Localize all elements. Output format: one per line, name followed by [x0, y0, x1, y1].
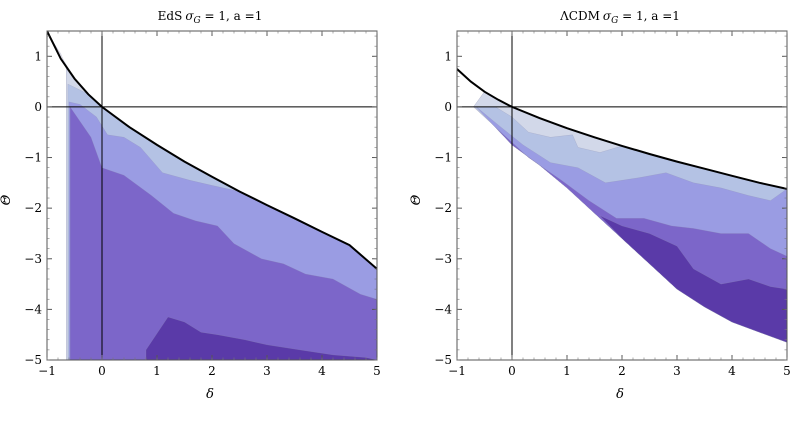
y-axis-label: Θ	[0, 194, 14, 205]
x-tick-label: −1	[448, 364, 466, 378]
x-tick-label: 0	[508, 364, 516, 378]
y-tick-label: 1	[34, 49, 42, 63]
x-tick-label: 1	[153, 364, 161, 378]
y-tick-label: −2	[434, 201, 452, 215]
x-axis-label: δ	[206, 387, 214, 402]
boundary-curve	[457, 68, 787, 190]
contour-level-6	[599, 215, 787, 343]
y-tick-label: 0	[34, 100, 42, 114]
x-tick-label: 5	[373, 364, 381, 378]
x-axis-label: δ	[616, 387, 624, 402]
x-tick-label: −1	[38, 364, 56, 378]
y-tick-label: 0	[444, 100, 452, 114]
contour-regions	[473, 91, 787, 343]
contour-regions	[47, 31, 377, 360]
x-tick-label: 3	[263, 364, 271, 378]
contour-chart-lcdm: −1 0 1 2 3 4 5−5−4−3−2−101 ΛCDM σG = 1, a =1 δ …	[409, 9, 791, 402]
y-tick-label: −1	[434, 151, 452, 165]
x-tick-label: 4	[318, 364, 326, 378]
y-tick-label: −5	[434, 353, 452, 367]
chart-title: ΛCDM σG = 1, a =1	[559, 9, 680, 26]
chart-panel-lcdm: −1 0 1 2 3 4 5 −5 −4 −3 −2 −1 0 1 ΛCDM σG = 1, a =1 δ …	[409, 0, 800, 422]
y-tick-label: −4	[434, 302, 452, 316]
x-tick-label: 5	[783, 364, 791, 378]
contour-chart-eds: −1 0 1 2 3 4 5 −5 −4 −3 −2 −1 0 1 EdS σG = 1, a =1 δ Θ	[0, 9, 381, 402]
contour-level-5	[69, 106, 377, 360]
x-tick-label: 2	[208, 364, 216, 378]
x-tick-label: 2	[618, 364, 626, 378]
y-tick-label: −2	[24, 201, 42, 215]
contour-level-6	[145, 316, 377, 360]
x-tick-label: 0	[98, 364, 106, 378]
y-tick-label: −1	[24, 151, 42, 165]
boundary-curve	[47, 31, 377, 270]
x-tick-label: 3	[673, 364, 681, 378]
y-tick-label: −4	[24, 302, 42, 316]
y-tick-label: −3	[434, 252, 452, 266]
chart-title: EdS σG = 1, a =1	[158, 9, 263, 26]
y-tick-label: −3	[24, 252, 42, 266]
y-tick-label: −5	[24, 353, 42, 367]
y-axis-label: Θ	[410, 194, 424, 205]
x-tick-label: 4	[728, 364, 736, 378]
y-tick-label: 1	[444, 49, 452, 63]
x-tick-label: 1	[563, 364, 571, 378]
chart-panel-eds: −1 0 1 2 3 4 5 −5 −4 −3 −2 −1 0 1 EdS σG = 1, a =1 δ Θ	[0, 0, 395, 422]
